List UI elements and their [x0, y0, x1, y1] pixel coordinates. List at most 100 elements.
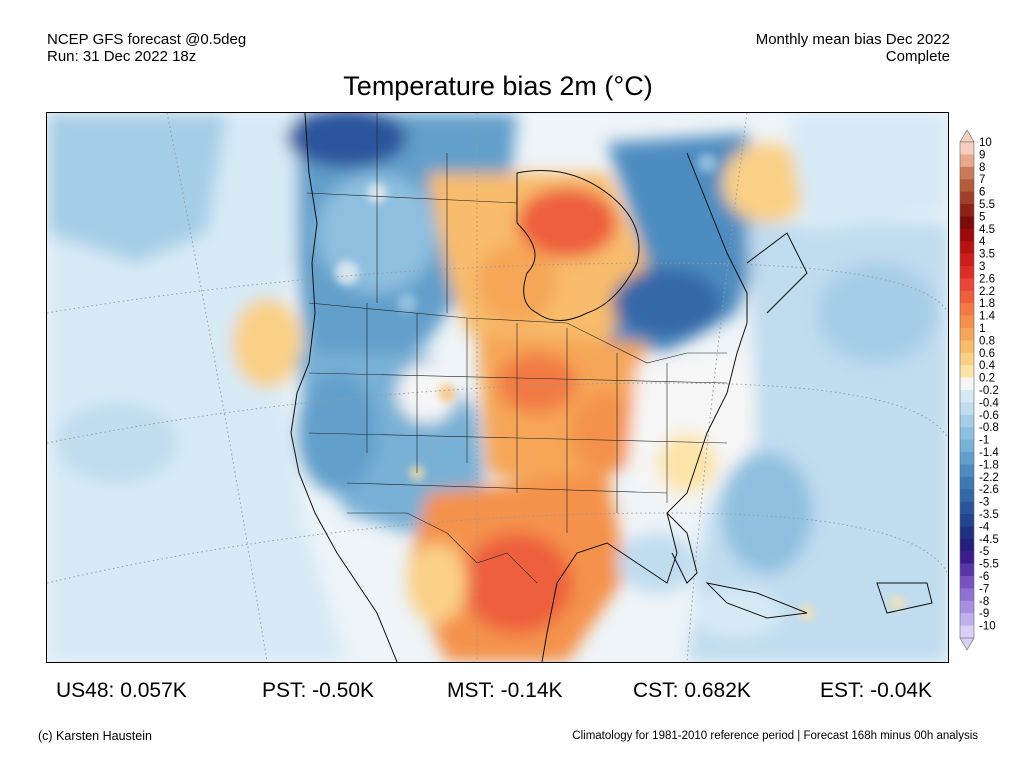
graticule — [47, 113, 948, 662]
colorbar-label: 3 — [979, 261, 985, 273]
footnote: Climatology for 1981-2010 reference peri… — [572, 730, 978, 742]
colorbar-cell — [960, 377, 974, 391]
colorbar-label: 6 — [979, 187, 985, 199]
colorbar-cell — [960, 625, 974, 639]
colorbar-label: -1.4 — [979, 447, 999, 459]
political-borders — [306, 113, 728, 584]
colorbar-cell — [960, 476, 974, 490]
colorbar-labels: 1098765.554.543.532.62.21.81.410.80.60.4… — [979, 137, 999, 633]
run-info: NCEP GFS forecast @0.5deg Run: 31 Dec 20… — [47, 31, 246, 65]
field-blobs — [47, 113, 948, 662]
colorbar-label: 4.5 — [979, 224, 995, 236]
colorbar-cell — [960, 340, 974, 354]
colorbar-max-arrow — [959, 129, 975, 143]
colorbar-cells — [959, 129, 975, 651]
colorbar-label: -0.4 — [979, 397, 999, 409]
colorbar-cell — [960, 315, 974, 329]
colorbar-cell — [960, 588, 974, 602]
colorbar-label: -1.8 — [979, 459, 999, 471]
colorbar-label: 4 — [979, 236, 986, 248]
colorbar-label: -9 — [979, 608, 989, 620]
colorbar-cell — [960, 501, 974, 515]
colorbar-cell — [960, 576, 974, 589]
colorbar-cell — [960, 253, 974, 267]
bias-map — [46, 112, 949, 663]
colorbar-label: 2.6 — [979, 273, 995, 285]
colorbar-label: 0.8 — [979, 335, 995, 347]
stat-cst: CST: 0.682K — [633, 679, 751, 702]
colorbar-cell — [960, 464, 974, 478]
stat-est: EST: -0.04K — [820, 679, 933, 702]
colorbar-label: 5.5 — [979, 199, 995, 211]
colorbar-label: -1 — [979, 435, 989, 447]
colorbar-label: 0.2 — [979, 373, 995, 385]
colorbar-cell — [960, 142, 974, 155]
colorbar-label: 0.4 — [979, 360, 996, 372]
colorbar-label: 5 — [979, 211, 985, 223]
colorbar-min-arrow — [959, 637, 975, 651]
colorbar-cell — [960, 414, 974, 428]
colorbar-label: 0.6 — [979, 348, 995, 360]
colorbar-label: -0.8 — [979, 422, 999, 434]
colorbar-label: 10 — [979, 137, 992, 149]
colorbar-label: -6 — [979, 571, 989, 583]
colorbar-label: 1.8 — [979, 298, 995, 310]
colorbar-label: -8 — [979, 596, 989, 608]
region-greenland-warm — [722, 143, 812, 223]
colorbar-cell — [960, 166, 974, 180]
colorbar-label: 8 — [979, 162, 985, 174]
period-label: Monthly mean bias Dec 2022 — [755, 31, 950, 48]
colorbar-cell — [960, 290, 974, 304]
colorbar-label: 1 — [979, 323, 985, 335]
colorbar-cell — [960, 514, 974, 527]
coastlines — [290, 113, 933, 662]
colorbar-cell — [960, 563, 974, 577]
colorbar-label: -10 — [979, 621, 996, 633]
colorbar-label: -5.5 — [979, 559, 999, 571]
colorbar-cell — [960, 352, 974, 366]
stat-us48: US48: 0.057K — [56, 679, 187, 702]
colorbar-cell — [960, 390, 974, 403]
colorbar-cell — [960, 266, 974, 279]
colorbar-label: -3 — [979, 497, 989, 509]
colorbar-label: -2.2 — [979, 472, 999, 484]
colorbar-cell — [960, 228, 974, 242]
colorbar-cell — [960, 538, 974, 552]
colorbar-label: -4 — [979, 521, 990, 533]
colorbar-cell — [960, 191, 974, 205]
credit: (c) Karsten Haustein — [38, 729, 152, 743]
run-label: Run: 31 Dec 2022 18z — [47, 48, 197, 65]
colorbar-cell — [960, 241, 974, 254]
colorbar-label: -7 — [979, 583, 989, 595]
colorbar-cell — [960, 303, 974, 316]
colorbar-cell — [960, 439, 974, 453]
colorbar-label: -3.5 — [979, 509, 999, 521]
colorbar-label: -0.2 — [979, 385, 999, 397]
colorbar-cell — [960, 365, 974, 378]
colorbar-cell — [960, 551, 974, 564]
colorbar-label: -5 — [979, 546, 989, 558]
colorbar-cell — [960, 613, 974, 626]
colorbar-frame — [959, 141, 975, 639]
stat-pst: PST: -0.50K — [262, 679, 375, 702]
colorbar-label: 1.4 — [979, 311, 996, 323]
colorbar-label: -4.5 — [979, 534, 999, 546]
colorbar-cell — [960, 278, 974, 292]
colorbar-cell — [960, 526, 974, 540]
colorbar-label: -0.6 — [979, 410, 999, 422]
colorbar-cell — [960, 489, 974, 502]
status-label: Complete — [885, 48, 950, 65]
colorbar-cell — [960, 427, 974, 440]
colorbar-label: 9 — [979, 149, 985, 161]
colorbar-label: 3.5 — [979, 249, 995, 261]
regional-stats: US48: 0.057K PST: -0.50K MST: -0.14K CST… — [0, 679, 1024, 707]
colorbar-cell — [960, 179, 974, 192]
colorbar-cell — [960, 216, 974, 230]
colorbar-cell — [960, 402, 974, 416]
model-label: NCEP GFS forecast @0.5deg — [47, 31, 247, 48]
colorbar-cell — [960, 600, 974, 614]
map-canvas — [47, 113, 948, 662]
stat-mst: MST: -0.14K — [447, 679, 563, 702]
period-info: Monthly mean bias Dec 2022 Complete — [756, 31, 950, 65]
colorbar-cell — [960, 452, 974, 465]
